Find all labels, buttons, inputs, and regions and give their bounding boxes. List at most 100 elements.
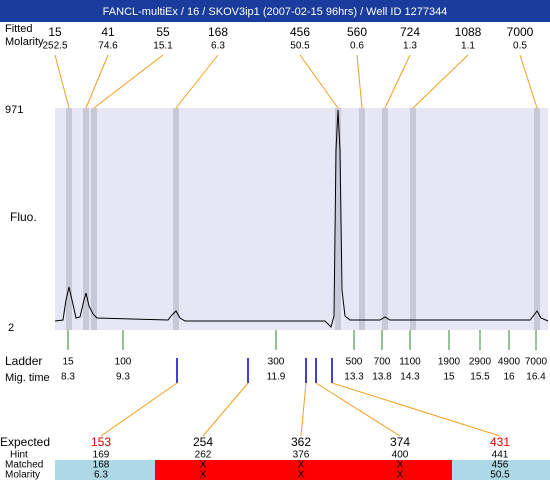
trace <box>54 109 549 328</box>
ladder-time: 15 <box>443 372 455 383</box>
ladder-size: 300 <box>268 357 285 368</box>
matched: 168 <box>93 460 110 471</box>
peak-molarity: 1.3 <box>403 41 417 52</box>
connector <box>300 382 307 437</box>
bg <box>452 460 550 480</box>
ladder-size: 7000 <box>525 357 548 368</box>
peak-size: 724 <box>400 25 420 39</box>
row-label: Fitted <box>5 23 33 35</box>
peak-connector <box>384 54 411 109</box>
ladder-size: 1100 <box>399 357 421 368</box>
row-label: Molarity <box>5 470 40 480</box>
molarity: X <box>397 470 404 480</box>
y-min: 2 <box>8 322 14 334</box>
peak-size: 7000 <box>507 25 534 39</box>
peak-molarity: 6.3 <box>211 41 225 52</box>
bg <box>155 460 452 480</box>
ladder-time: 8.3 <box>61 372 75 383</box>
peak-connector <box>54 54 70 109</box>
row-label: Molarity <box>5 36 44 48</box>
ladder-time: 14.3 <box>400 372 420 383</box>
peak-size: 15 <box>48 25 62 39</box>
plot-area <box>55 108 548 330</box>
peak-molarity: 74.6 <box>98 41 118 52</box>
connector <box>202 382 249 437</box>
peak-connector <box>93 54 164 109</box>
ladder-time: 15.5 <box>470 372 490 383</box>
expected: 362 <box>291 435 311 449</box>
row-label: Matched <box>5 460 43 471</box>
peak-molarity: 0.5 <box>513 41 527 52</box>
peak-band <box>173 108 179 330</box>
molarity: X <box>200 470 207 480</box>
hint: 262 <box>195 450 212 461</box>
hint: 169 <box>93 450 110 461</box>
peak-molarity: 50.5 <box>290 41 310 52</box>
molarity: 50.5 <box>490 470 510 480</box>
ladder-size: 100 <box>115 357 132 368</box>
matched: X <box>397 460 404 471</box>
peak-size: 1088 <box>455 25 482 39</box>
ladder-label: Ladder <box>5 354 42 368</box>
peak-band <box>335 108 341 330</box>
peak-molarity: 15.1 <box>153 41 173 52</box>
matched: 456 <box>492 460 509 471</box>
ladder-time: 16 <box>503 372 515 383</box>
molarity: 6.3 <box>94 470 108 480</box>
ladder-time: 16.4 <box>526 372 546 383</box>
peak-band <box>359 108 365 330</box>
peak-band <box>91 108 97 330</box>
peak-connector <box>519 54 538 109</box>
peak-size: 55 <box>156 25 170 39</box>
hint: 376 <box>293 450 310 461</box>
expected: 254 <box>193 435 213 449</box>
peak-molarity: 252.5 <box>42 41 67 52</box>
peak-size: 560 <box>347 25 367 39</box>
peak-band <box>382 108 388 330</box>
peak-size: 456 <box>290 25 310 39</box>
title: FANCL-multiEx / 16 / SKOV3ip1 (2007-02-1… <box>103 6 448 18</box>
ladder-time: 13.8 <box>372 372 392 383</box>
peak-band <box>83 108 89 330</box>
molarity: X <box>298 470 305 480</box>
row-label: Hint <box>10 450 28 461</box>
peak-connector <box>412 54 469 109</box>
peak-size: 41 <box>101 25 115 39</box>
hint: 400 <box>392 450 409 461</box>
ladder-size: 1900 <box>438 357 461 368</box>
mig-label: Mig. time <box>5 372 50 384</box>
matched: X <box>298 460 305 471</box>
peak-band <box>534 108 540 330</box>
peak-molarity: 1.1 <box>461 41 475 52</box>
ladder-size: 2900 <box>469 357 492 368</box>
peak-connector <box>175 54 219 109</box>
y-max: 971 <box>5 104 23 116</box>
hint: 441 <box>492 450 509 461</box>
connector <box>331 382 501 437</box>
peak-band <box>66 108 72 330</box>
connector <box>100 382 178 437</box>
connector <box>315 382 401 437</box>
peak-band <box>410 108 416 330</box>
expected: 153 <box>91 435 111 449</box>
expected: 431 <box>490 435 510 449</box>
peak-connector <box>85 54 109 109</box>
peak-connector <box>356 54 363 109</box>
ladder-time: 13.3 <box>344 372 364 383</box>
y-label: Fluo. <box>10 210 37 224</box>
peak-size: 168 <box>208 25 228 39</box>
matched: X <box>200 460 207 471</box>
peak-molarity: 0.6 <box>350 41 364 52</box>
ladder-size: 15 <box>62 357 74 368</box>
bg <box>55 460 155 480</box>
ladder-size: 500 <box>346 357 363 368</box>
expected: 374 <box>390 435 410 449</box>
peak-connector <box>299 54 339 109</box>
ladder-size: 700 <box>374 357 391 368</box>
ladder-time: 11.9 <box>267 372 286 383</box>
title-bar <box>0 0 550 22</box>
ladder-size: 4900 <box>498 357 521 368</box>
ladder-time: 9.3 <box>116 372 130 383</box>
row-label: Expected <box>0 435 50 449</box>
